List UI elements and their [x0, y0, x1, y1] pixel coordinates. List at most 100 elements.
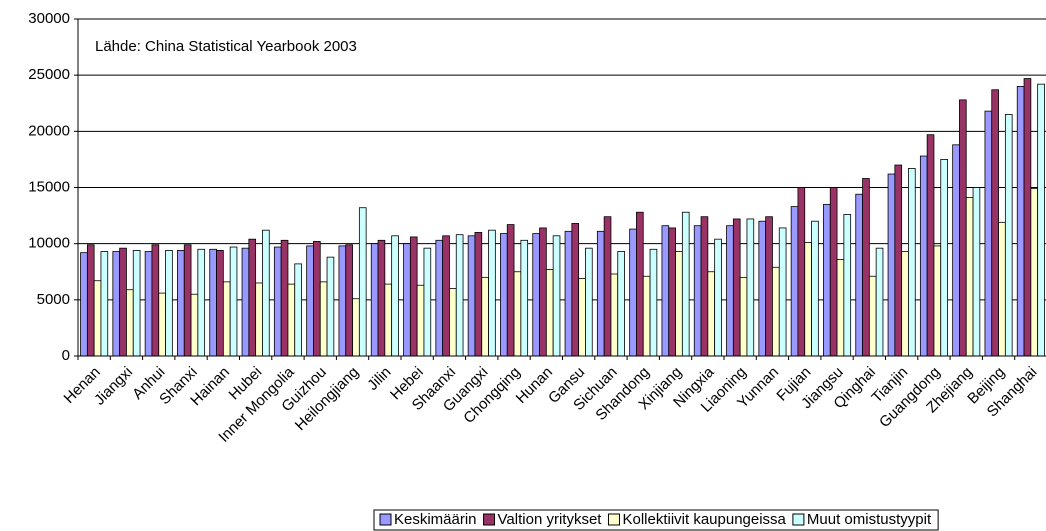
bar: [901, 251, 909, 357]
bar: [629, 228, 637, 357]
bar: [216, 250, 224, 357]
bar: [532, 233, 540, 357]
bar: [326, 256, 335, 357]
bar: [875, 247, 884, 357]
bar: [313, 241, 321, 357]
bar: [306, 245, 314, 357]
bar: [513, 271, 522, 357]
bar: [714, 238, 722, 357]
bar: [144, 251, 153, 357]
bar: [467, 235, 476, 357]
legend-swatch: [379, 513, 392, 526]
bar: [500, 233, 508, 357]
bar: [209, 248, 217, 357]
bar: [739, 276, 748, 357]
bar: [972, 187, 981, 357]
bar: [797, 187, 806, 357]
legend-swatch: [607, 513, 620, 526]
bar: [843, 214, 852, 357]
y-tick-label: 25000: [28, 66, 70, 83]
bar: [287, 283, 296, 357]
bar: [474, 232, 483, 357]
y-tick-label: 30000: [28, 10, 70, 27]
bar: [93, 280, 102, 357]
bar: [746, 218, 755, 357]
y-tick-label: 10000: [28, 235, 70, 252]
bar: [887, 173, 896, 357]
bar: [707, 271, 716, 357]
bar: [1016, 86, 1025, 357]
bar: [345, 244, 353, 357]
legend-label: Valtion yritykset: [498, 511, 603, 528]
bar: [222, 281, 231, 357]
bar: [772, 266, 780, 357]
bar: [926, 134, 935, 357]
bar: [1004, 114, 1013, 357]
bar: [403, 243, 411, 357]
bar: [241, 247, 250, 357]
bar: [435, 239, 444, 357]
bar: [338, 245, 347, 357]
bar: [100, 251, 109, 357]
bar: [675, 251, 683, 357]
bar: [183, 244, 192, 357]
bar: [370, 243, 379, 357]
y-tick-label: 15000: [28, 178, 70, 195]
bar: [197, 248, 206, 357]
bar: [158, 292, 166, 357]
bar: [488, 229, 496, 357]
bar: [823, 203, 831, 357]
bar: [681, 211, 690, 357]
bar: [1030, 188, 1039, 357]
bar: [578, 278, 586, 357]
bar: [778, 227, 787, 357]
bar: [636, 211, 644, 357]
bar: [132, 250, 141, 357]
bar: [352, 298, 360, 357]
bar: [804, 242, 812, 357]
bar: [552, 235, 561, 357]
bar: [726, 225, 734, 357]
bar: [86, 244, 95, 357]
bar: [765, 216, 773, 357]
bar: [862, 178, 870, 357]
bar: [229, 246, 238, 357]
bar: [811, 220, 819, 357]
bar: [908, 168, 916, 357]
bar: [442, 235, 450, 357]
bar: [1037, 83, 1045, 357]
bar: [984, 110, 993, 357]
bar: [868, 275, 877, 357]
annotation: Lähde: China Statistical Yearbook 2003: [95, 38, 357, 55]
bar: [506, 224, 515, 357]
bar: [377, 239, 386, 357]
bar: [829, 187, 838, 357]
bar: [481, 276, 489, 357]
bar: [416, 284, 425, 357]
bar: [190, 293, 199, 357]
bar: [790, 206, 799, 357]
bar: [668, 227, 676, 357]
bar: [836, 258, 845, 357]
bar: [112, 251, 121, 357]
bar: [423, 247, 432, 357]
bar: [280, 239, 289, 357]
legend: Keskimäärin Valtion yritykset Kollektiivit…: [373, 509, 939, 531]
y-tick-label: 20000: [28, 122, 70, 139]
bar: [273, 246, 282, 357]
bar: [126, 289, 134, 357]
bar: [177, 250, 185, 357]
bar: [610, 273, 619, 357]
bar: [391, 235, 399, 357]
bar: [855, 193, 863, 357]
bar: [248, 238, 257, 357]
bar: [409, 236, 418, 357]
bar: [894, 164, 903, 357]
legend-swatch: [792, 513, 805, 526]
bar: [571, 223, 580, 357]
bar: [596, 230, 605, 357]
bar: [294, 263, 302, 357]
bar: [952, 144, 960, 357]
bar: [384, 283, 393, 357]
bar: [539, 227, 547, 357]
